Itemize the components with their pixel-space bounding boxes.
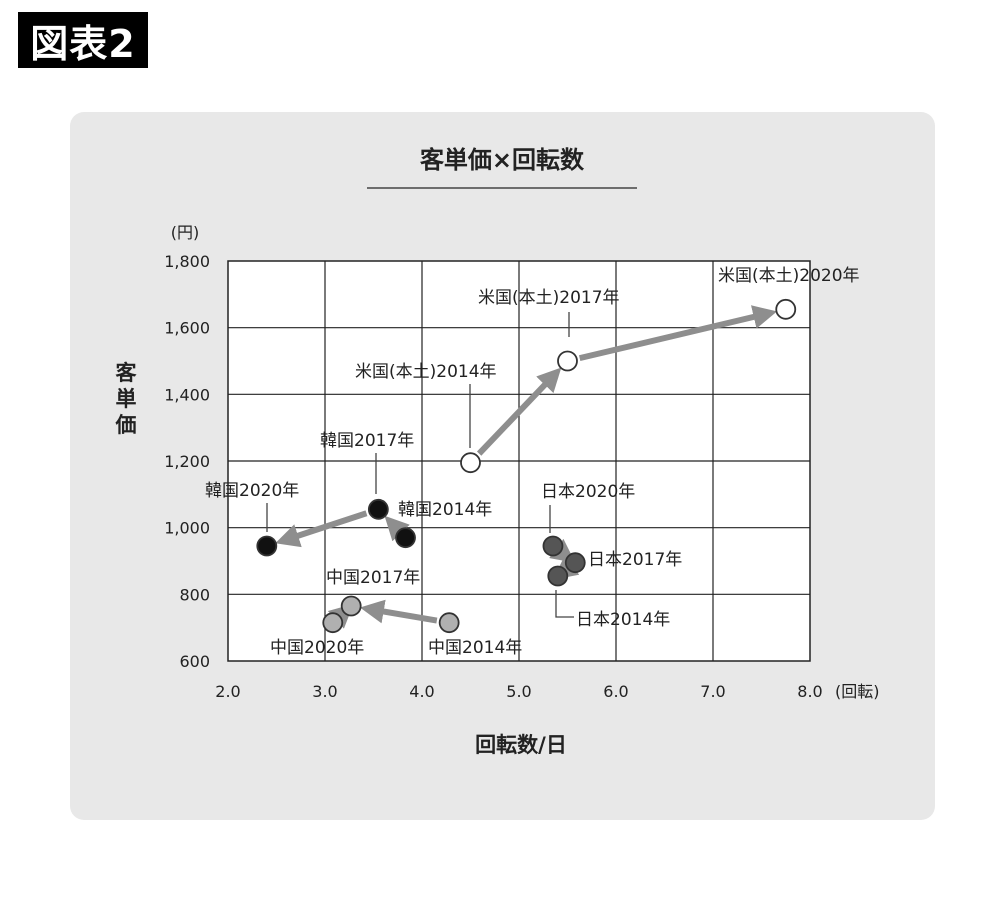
data-point bbox=[256, 535, 278, 557]
data-point bbox=[775, 298, 797, 320]
y-axis-title-char: 単 bbox=[116, 387, 137, 411]
y-tick-label: 600 bbox=[179, 652, 210, 671]
y-axis-title-char: 客 bbox=[116, 361, 138, 385]
trend-arrows bbox=[275, 305, 778, 629]
y-tick-label: 1,600 bbox=[164, 319, 210, 338]
point-label: 日本2014年 bbox=[576, 610, 670, 630]
data-point bbox=[395, 527, 416, 549]
point-labels: 米国(本土)2014年 米国(本土)2017年 米国(本土)2020年韓国2014年… bbox=[205, 266, 860, 658]
x-tick-label: 3.0 bbox=[312, 682, 337, 701]
y-tick-label: 1,400 bbox=[164, 385, 210, 404]
x-tick-label: 7.0 bbox=[700, 682, 725, 701]
x-unit-label: (回転) bbox=[835, 682, 880, 701]
point-label: 米国(本土)2017年 bbox=[478, 288, 620, 308]
point-label: 韓国2017年 bbox=[320, 431, 414, 451]
y-tick-label: 800 bbox=[179, 585, 210, 604]
x-tick-label: 4.0 bbox=[409, 682, 434, 701]
leader-line bbox=[555, 590, 574, 618]
trend-arrow bbox=[384, 515, 410, 542]
y-tick-label: 1,000 bbox=[164, 519, 210, 538]
data-points bbox=[256, 298, 797, 634]
point-label: 中国2020年 bbox=[270, 638, 364, 658]
data-point bbox=[542, 535, 564, 557]
tick-labels: 2.0 3.0 4.0 5.0 6.0 7.0 8.0 600 800 1,000 1,200 1,4… bbox=[164, 252, 823, 701]
data-point bbox=[547, 565, 569, 587]
trend-arrow bbox=[578, 305, 778, 362]
data-point bbox=[564, 552, 586, 574]
point-label: 韓国2020年 bbox=[205, 481, 299, 501]
point-label: 韓国2014年 bbox=[398, 500, 492, 520]
grid bbox=[227, 260, 811, 662]
x-tick-label: 6.0 bbox=[603, 682, 628, 701]
y-tick-label: 1,800 bbox=[164, 252, 210, 271]
trend-arrow bbox=[476, 367, 562, 456]
point-label: 米国(本土)2020年 bbox=[718, 266, 860, 286]
x-axis-title: 回転数/日 bbox=[475, 733, 567, 757]
x-tick-label: 2.0 bbox=[215, 682, 240, 701]
data-point bbox=[460, 452, 481, 474]
data-point bbox=[367, 498, 389, 520]
x-tick-label: 8.0 bbox=[797, 682, 822, 701]
y-tick-label: 1,200 bbox=[164, 452, 210, 471]
chart-title: 客単価×回転数 bbox=[420, 146, 585, 174]
data-point bbox=[438, 612, 460, 634]
y-axis-title-char: 価 bbox=[115, 413, 137, 437]
x-tick-label: 5.0 bbox=[506, 682, 531, 701]
figure-label: 図表2 bbox=[18, 12, 148, 68]
data-point bbox=[322, 612, 344, 634]
point-label: 米国(本土)2014年 bbox=[355, 362, 497, 382]
point-label: 日本2020年 bbox=[541, 482, 635, 502]
y-unit-label: (円) bbox=[171, 223, 200, 242]
leader-lines bbox=[266, 312, 574, 618]
data-point bbox=[557, 350, 578, 372]
trend-arrow bbox=[275, 510, 368, 548]
point-label: 中国2014年 bbox=[428, 638, 522, 658]
data-point bbox=[340, 595, 362, 617]
y-axis-title: 客単価 bbox=[115, 361, 138, 437]
trend-arrow bbox=[359, 599, 438, 624]
point-label: 中国2017年 bbox=[326, 568, 420, 588]
point-label: 日本2017年 bbox=[588, 550, 682, 570]
